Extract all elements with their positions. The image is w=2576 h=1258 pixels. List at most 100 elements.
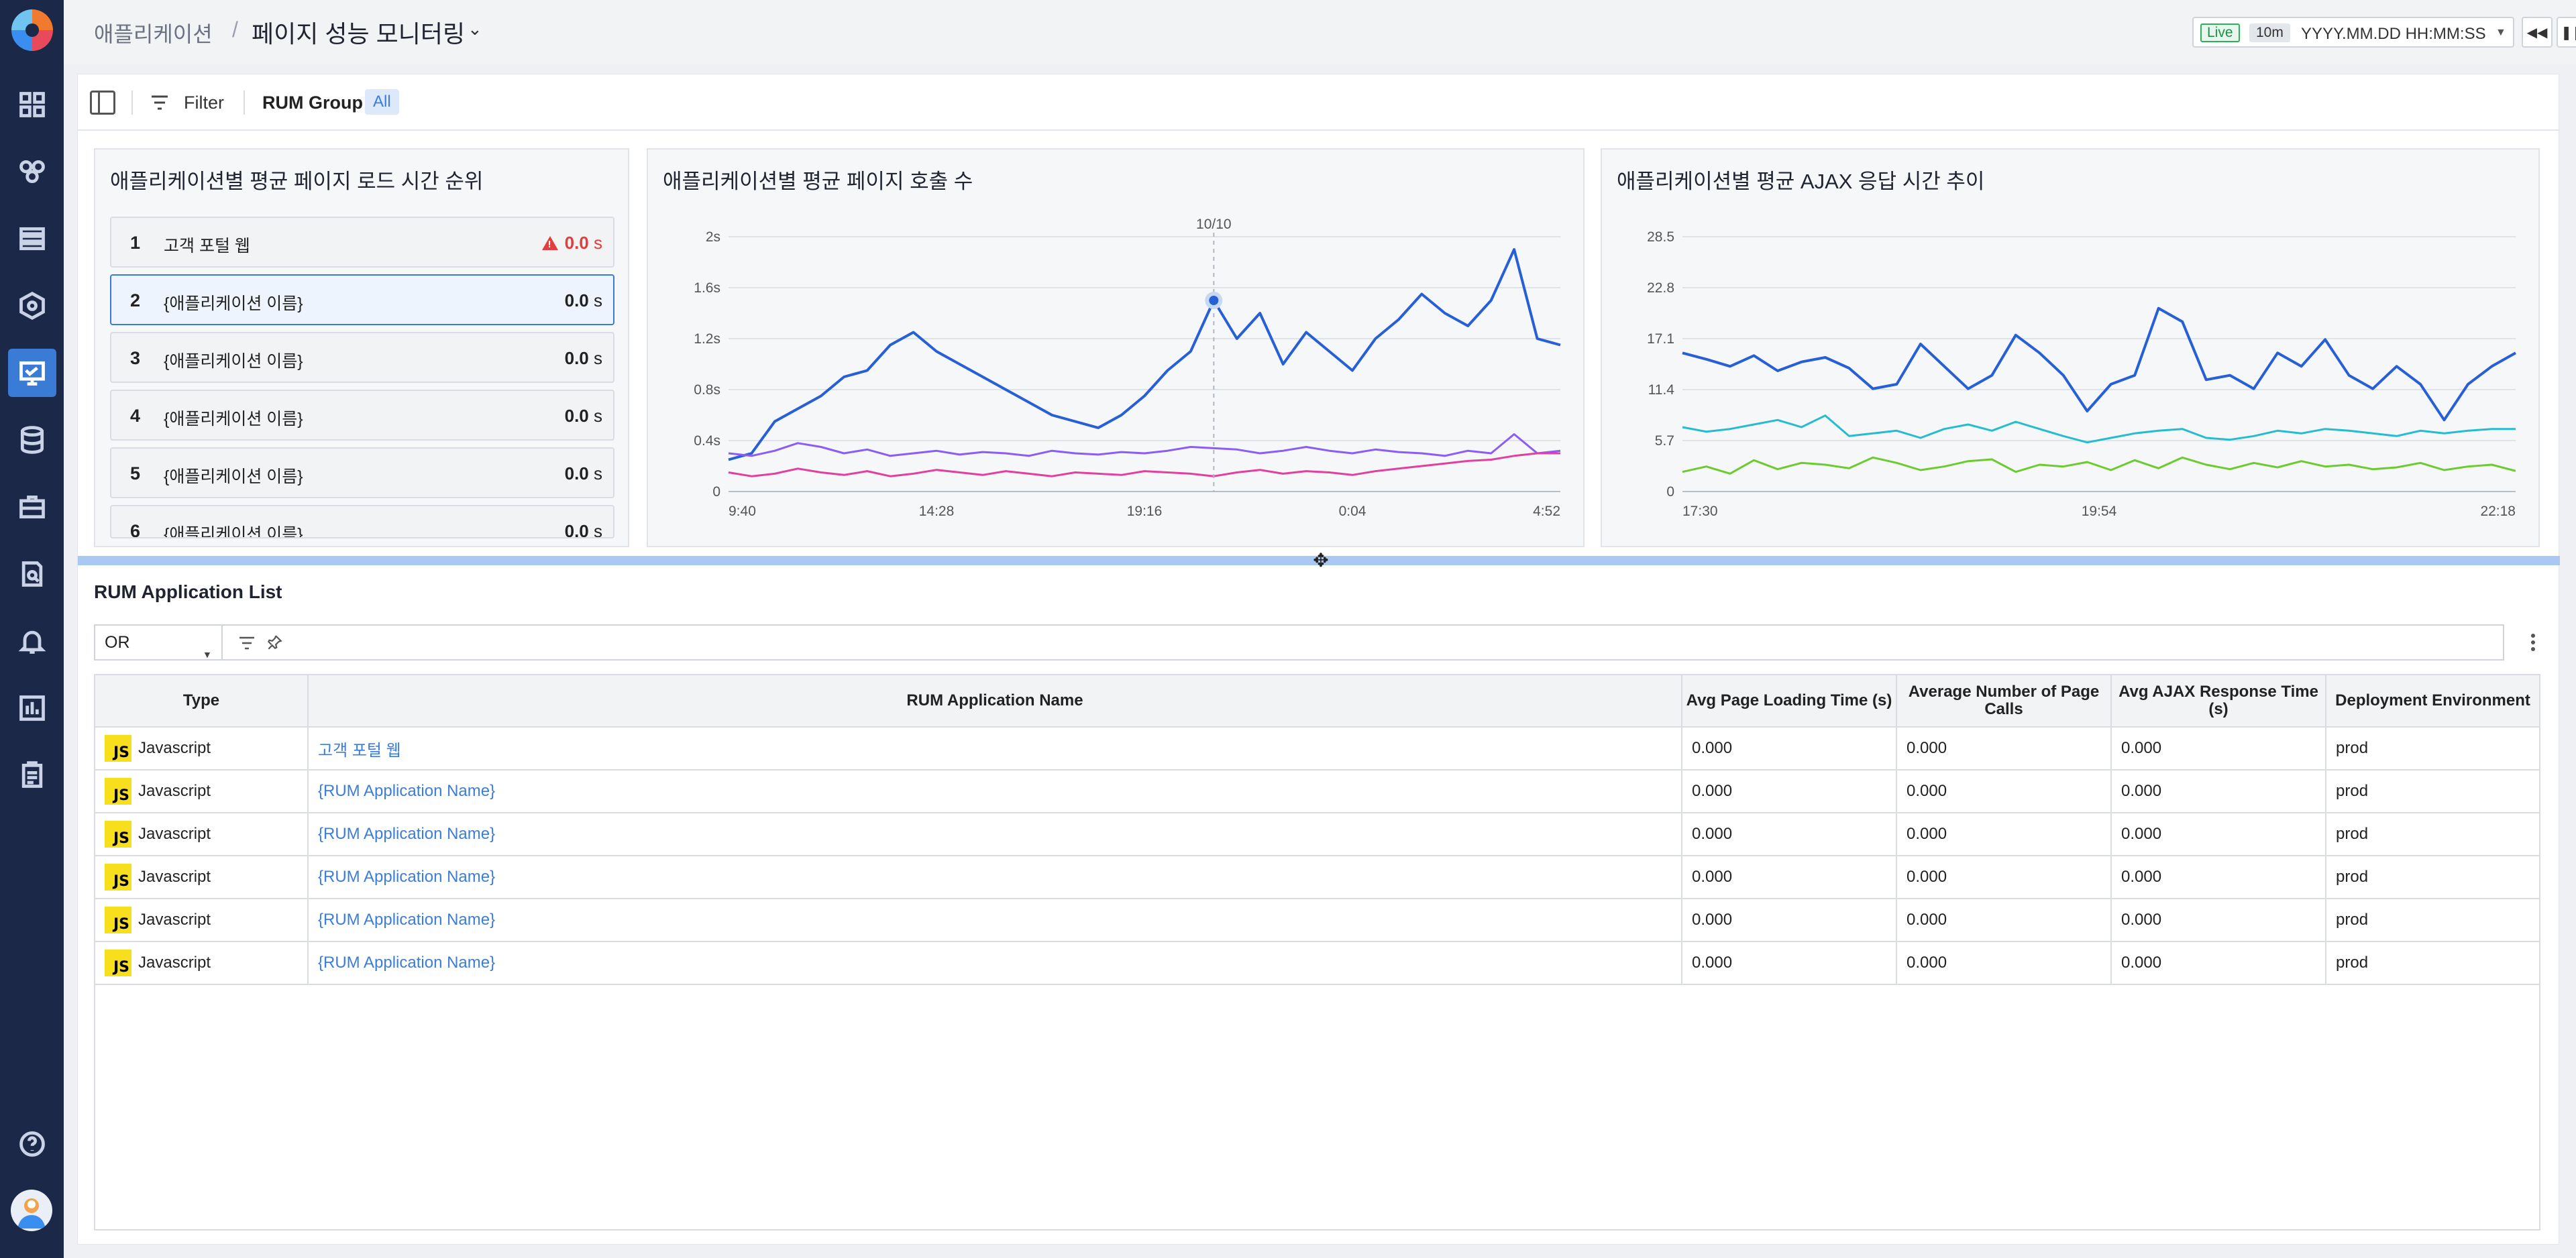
- table-cell-type: JS Javascript: [95, 899, 309, 941]
- page-calls-chart[interactable]: 0 0.4s 0.8s 1.2s 1.6s 2s 9:40 14:28 19:16 0:04 4:5…: [648, 150, 1586, 549]
- column-header[interactable]: Average Number of Page Calls: [1897, 675, 2112, 726]
- table-cell-name[interactable]: {RUM Application Name}: [309, 770, 1682, 812]
- live-badge[interactable]: Live: [2200, 23, 2240, 42]
- ranking-item[interactable]: 1 고객 포털 웹 0.0 s: [110, 217, 614, 268]
- x-tick-label: 19:16: [1127, 504, 1163, 519]
- caret-down-icon[interactable]: ▼: [2496, 27, 2506, 38]
- divider: [131, 91, 133, 115]
- pin-icon[interactable]: [266, 634, 283, 651]
- column-header[interactable]: Deployment Environment: [2335, 691, 2530, 709]
- cell-text[interactable]: {RUM Application Name}: [318, 825, 496, 843]
- table-cell-name[interactable]: {RUM Application Name}: [309, 813, 1682, 855]
- search-filter-bar[interactable]: OR ▼: [94, 624, 2504, 661]
- ranking-item[interactable]: 3 {애플리케이션 이름} 0.0 s: [110, 332, 614, 383]
- series-line-0[interactable]: [1682, 306, 2516, 422]
- table-cell-calls: 0.000: [1897, 728, 2112, 769]
- series-line-2[interactable]: [1682, 456, 2516, 475]
- table-cell-name[interactable]: {RUM Application Name}: [309, 856, 1682, 898]
- cell-text: 0.000: [1907, 782, 1947, 800]
- chart-title: 애플리케이션별 평균 페이지 호출 수: [663, 170, 973, 193]
- ranking-app-name: {애플리케이션 이름}: [164, 410, 303, 428]
- dashboard-icon[interactable]: [8, 80, 56, 129]
- table-row[interactable]: JS Javascript {RUM Application Name} 0.000 0…: [95, 942, 2539, 985]
- kubernetes-icon[interactable]: [8, 282, 56, 330]
- operator-select[interactable]: OR ▼: [95, 626, 223, 660]
- series-line-2[interactable]: [728, 452, 1560, 477]
- pause-icon: ❚❚: [2561, 25, 2576, 40]
- ajax-response-chart[interactable]: 0 5.7 11.4 17.1 22.8 28.5 17:30 19:54 22:18: [1602, 150, 2541, 549]
- x-tick-label: 17:30: [1682, 504, 1718, 519]
- series-line-1[interactable]: [728, 433, 1561, 457]
- topology-icon[interactable]: [8, 148, 56, 196]
- table-row[interactable]: JS Javascript {RUM Application Name} 0.000 0…: [95, 770, 2539, 813]
- more-options-icon[interactable]: [2523, 631, 2543, 658]
- filter-toolbar: Filter RUM Group All: [78, 74, 2560, 131]
- range-badge[interactable]: 10m: [2249, 23, 2290, 42]
- application-monitor-icon[interactable]: [8, 349, 56, 397]
- hover-point[interactable]: [1209, 296, 1219, 305]
- log-search-icon[interactable]: [8, 550, 56, 598]
- briefcase-icon[interactable]: [8, 483, 56, 531]
- y-tick-label: 1.6s: [694, 280, 720, 296]
- page-title[interactable]: 페이지 성능 모니터링: [252, 20, 466, 48]
- filter-label[interactable]: Filter: [184, 93, 224, 113]
- breadcrumb[interactable]: 애플리케이션: [94, 22, 213, 46]
- table-cell-name[interactable]: 고객 포털 웹: [309, 728, 1682, 769]
- ranking-item[interactable]: 6 {애플리케이션 이름} 0.0 s: [110, 505, 614, 538]
- series-line-0[interactable]: [728, 248, 1561, 461]
- table-cell-type: JS Javascript: [95, 770, 309, 812]
- ranking-value-number: 0.0: [564, 406, 589, 426]
- rewind-button[interactable]: ◀◀: [2522, 17, 2553, 48]
- column-header[interactable]: Type: [95, 675, 309, 726]
- time-picker[interactable]: Live 10m YYYY.MM.DD HH:MM:SS ▼: [2192, 17, 2514, 48]
- ranking-item[interactable]: 5 {애플리케이션 이름} 0.0 s: [110, 447, 614, 498]
- chart-title: 애플리케이션별 평균 AJAX 응답 시간 추이: [1617, 170, 1985, 193]
- database-icon[interactable]: [8, 416, 56, 464]
- alert-bell-icon[interactable]: [8, 617, 56, 665]
- ranking-unit: s: [594, 290, 602, 310]
- cell-text[interactable]: {RUM Application Name}: [318, 868, 496, 886]
- filter-icon[interactable]: [150, 95, 169, 111]
- chevron-down-icon[interactable]: ⌄: [468, 19, 482, 39]
- pause-button[interactable]: ❚❚: [2557, 17, 2576, 48]
- column-header[interactable]: Avg Page Loading Time (s): [1682, 675, 1897, 726]
- x-tick-label: 19:54: [2082, 504, 2117, 519]
- cell-text: 0.000: [2121, 739, 2162, 757]
- series-line-1[interactable]: [1682, 414, 2516, 444]
- cell-text[interactable]: 고객 포털 웹: [318, 741, 401, 760]
- ranking-item[interactable]: 4 {애플리케이션 이름} 0.0 s: [110, 390, 614, 441]
- move-cursor-icon[interactable]: ✥: [1313, 550, 1329, 571]
- app-logo[interactable]: [11, 9, 53, 51]
- cell-text[interactable]: {RUM Application Name}: [318, 782, 496, 800]
- ranking-item[interactable]: 2 {애플리케이션 이름} 0.0 s: [110, 274, 614, 325]
- cell-text[interactable]: {RUM Application Name}: [318, 911, 496, 929]
- table-cell-load: 0.000: [1682, 813, 1897, 855]
- ranking-value: 0.0 s: [565, 463, 602, 484]
- ranking-value: 0.0 s: [565, 406, 602, 426]
- sidebar-toggle-icon[interactable]: [90, 91, 115, 115]
- cell-text[interactable]: {RUM Application Name}: [318, 954, 496, 972]
- divider: [244, 91, 245, 115]
- table-row[interactable]: JS Javascript {RUM Application Name} 0.000 0…: [95, 813, 2539, 856]
- ranking-number: 6: [130, 521, 141, 538]
- rum-group-chip[interactable]: All: [365, 89, 399, 115]
- server-stack-icon[interactable]: [8, 215, 56, 263]
- filter-icon[interactable]: [239, 636, 255, 650]
- table-cell-name[interactable]: {RUM Application Name}: [309, 899, 1682, 941]
- help-icon[interactable]: [8, 1120, 56, 1168]
- table-row[interactable]: JS Javascript {RUM Application Name} 0.000 0…: [95, 856, 2539, 899]
- table-cell-ajax: 0.000: [2112, 813, 2326, 855]
- table-cell-name[interactable]: {RUM Application Name}: [309, 942, 1682, 984]
- column-header[interactable]: RUM Application Name: [309, 675, 1682, 726]
- cursor-label: 10/10: [1196, 217, 1232, 232]
- column-header[interactable]: Avg AJAX Response Time (s): [2112, 675, 2326, 726]
- table-row[interactable]: JS Javascript 고객 포털 웹 0.000 0.000 0.000 prod: [95, 728, 2539, 770]
- panel-resize-bar[interactable]: ✥: [78, 551, 2560, 571]
- x-tick-label: 14:28: [919, 504, 955, 519]
- ranking-unit: s: [594, 233, 602, 253]
- table-row[interactable]: JS Javascript {RUM Application Name} 0.000 0…: [95, 899, 2539, 942]
- user-avatar[interactable]: [11, 1190, 52, 1231]
- report-icon[interactable]: [8, 684, 56, 732]
- table-cell-calls: 0.000: [1897, 942, 2112, 984]
- clipboard-icon[interactable]: [8, 751, 56, 799]
